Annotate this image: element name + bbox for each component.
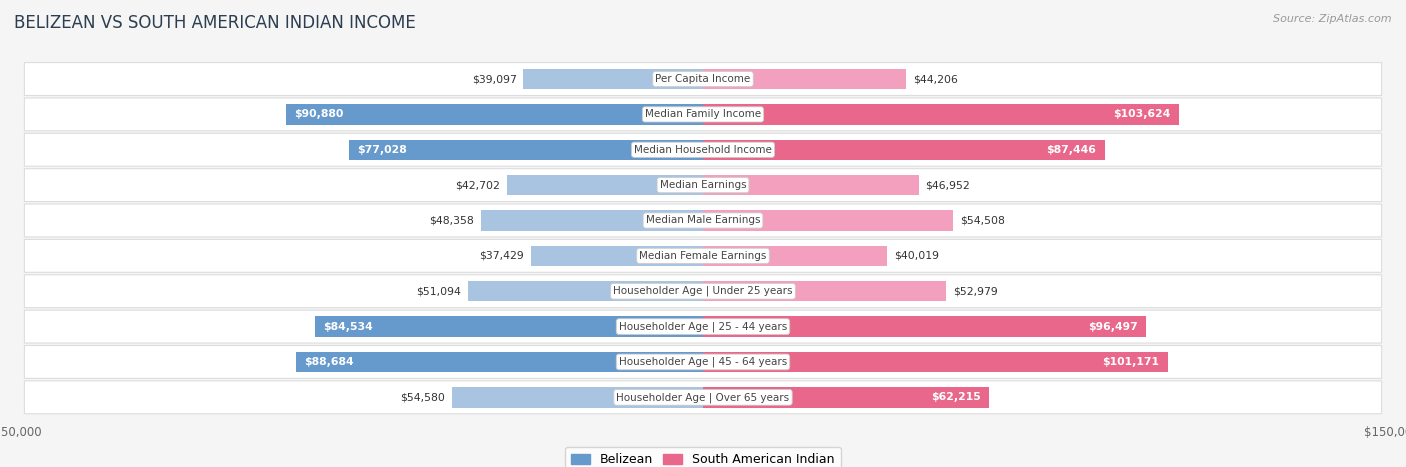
- Text: $44,206: $44,206: [912, 74, 957, 84]
- Bar: [703, 316, 1146, 337]
- Text: $103,624: $103,624: [1114, 109, 1171, 120]
- Bar: [508, 175, 703, 195]
- FancyBboxPatch shape: [24, 63, 1382, 95]
- Text: $42,702: $42,702: [456, 180, 501, 190]
- Bar: [315, 316, 703, 337]
- Bar: [481, 210, 703, 231]
- FancyBboxPatch shape: [24, 204, 1382, 237]
- FancyBboxPatch shape: [24, 98, 1382, 131]
- Text: Median Male Earnings: Median Male Earnings: [645, 215, 761, 226]
- Text: $90,880: $90,880: [294, 109, 343, 120]
- FancyBboxPatch shape: [24, 346, 1382, 378]
- Text: $77,028: $77,028: [357, 145, 408, 155]
- FancyBboxPatch shape: [24, 240, 1382, 272]
- Text: $51,094: $51,094: [416, 286, 461, 296]
- Text: Source: ZipAtlas.com: Source: ZipAtlas.com: [1274, 14, 1392, 24]
- Text: $101,171: $101,171: [1102, 357, 1160, 367]
- Bar: [349, 140, 703, 160]
- Text: $87,446: $87,446: [1046, 145, 1097, 155]
- Text: Householder Age | Under 25 years: Householder Age | Under 25 years: [613, 286, 793, 297]
- Text: $88,684: $88,684: [304, 357, 353, 367]
- Bar: [703, 175, 918, 195]
- Bar: [703, 281, 946, 302]
- Bar: [703, 210, 953, 231]
- Text: $62,215: $62,215: [931, 392, 980, 402]
- Text: $39,097: $39,097: [471, 74, 516, 84]
- Text: Householder Age | 25 - 44 years: Householder Age | 25 - 44 years: [619, 321, 787, 332]
- Bar: [703, 69, 905, 89]
- Text: Median Female Earnings: Median Female Earnings: [640, 251, 766, 261]
- Text: Householder Age | Over 65 years: Householder Age | Over 65 years: [616, 392, 790, 403]
- Bar: [453, 387, 703, 408]
- FancyBboxPatch shape: [24, 169, 1382, 202]
- Bar: [703, 140, 1105, 160]
- Text: $40,019: $40,019: [894, 251, 939, 261]
- Text: $52,979: $52,979: [953, 286, 998, 296]
- Bar: [285, 104, 703, 125]
- Text: Median Family Income: Median Family Income: [645, 109, 761, 120]
- Text: $54,580: $54,580: [401, 392, 446, 402]
- Text: $54,508: $54,508: [960, 215, 1005, 226]
- Bar: [703, 104, 1180, 125]
- Bar: [703, 352, 1167, 372]
- FancyBboxPatch shape: [24, 275, 1382, 308]
- Bar: [703, 387, 988, 408]
- Legend: Belizean, South American Indian: Belizean, South American Indian: [565, 447, 841, 467]
- Bar: [295, 352, 703, 372]
- Bar: [531, 246, 703, 266]
- Text: $37,429: $37,429: [479, 251, 524, 261]
- Text: $96,497: $96,497: [1088, 322, 1137, 332]
- Text: Householder Age | 45 - 64 years: Householder Age | 45 - 64 years: [619, 357, 787, 367]
- Text: $46,952: $46,952: [925, 180, 970, 190]
- Text: Median Earnings: Median Earnings: [659, 180, 747, 190]
- FancyBboxPatch shape: [24, 381, 1382, 414]
- Text: Median Household Income: Median Household Income: [634, 145, 772, 155]
- Bar: [468, 281, 703, 302]
- Bar: [703, 246, 887, 266]
- Text: $48,358: $48,358: [429, 215, 474, 226]
- FancyBboxPatch shape: [24, 310, 1382, 343]
- Text: Per Capita Income: Per Capita Income: [655, 74, 751, 84]
- Bar: [523, 69, 703, 89]
- Text: $84,534: $84,534: [323, 322, 373, 332]
- FancyBboxPatch shape: [24, 133, 1382, 166]
- Text: BELIZEAN VS SOUTH AMERICAN INDIAN INCOME: BELIZEAN VS SOUTH AMERICAN INDIAN INCOME: [14, 14, 416, 32]
